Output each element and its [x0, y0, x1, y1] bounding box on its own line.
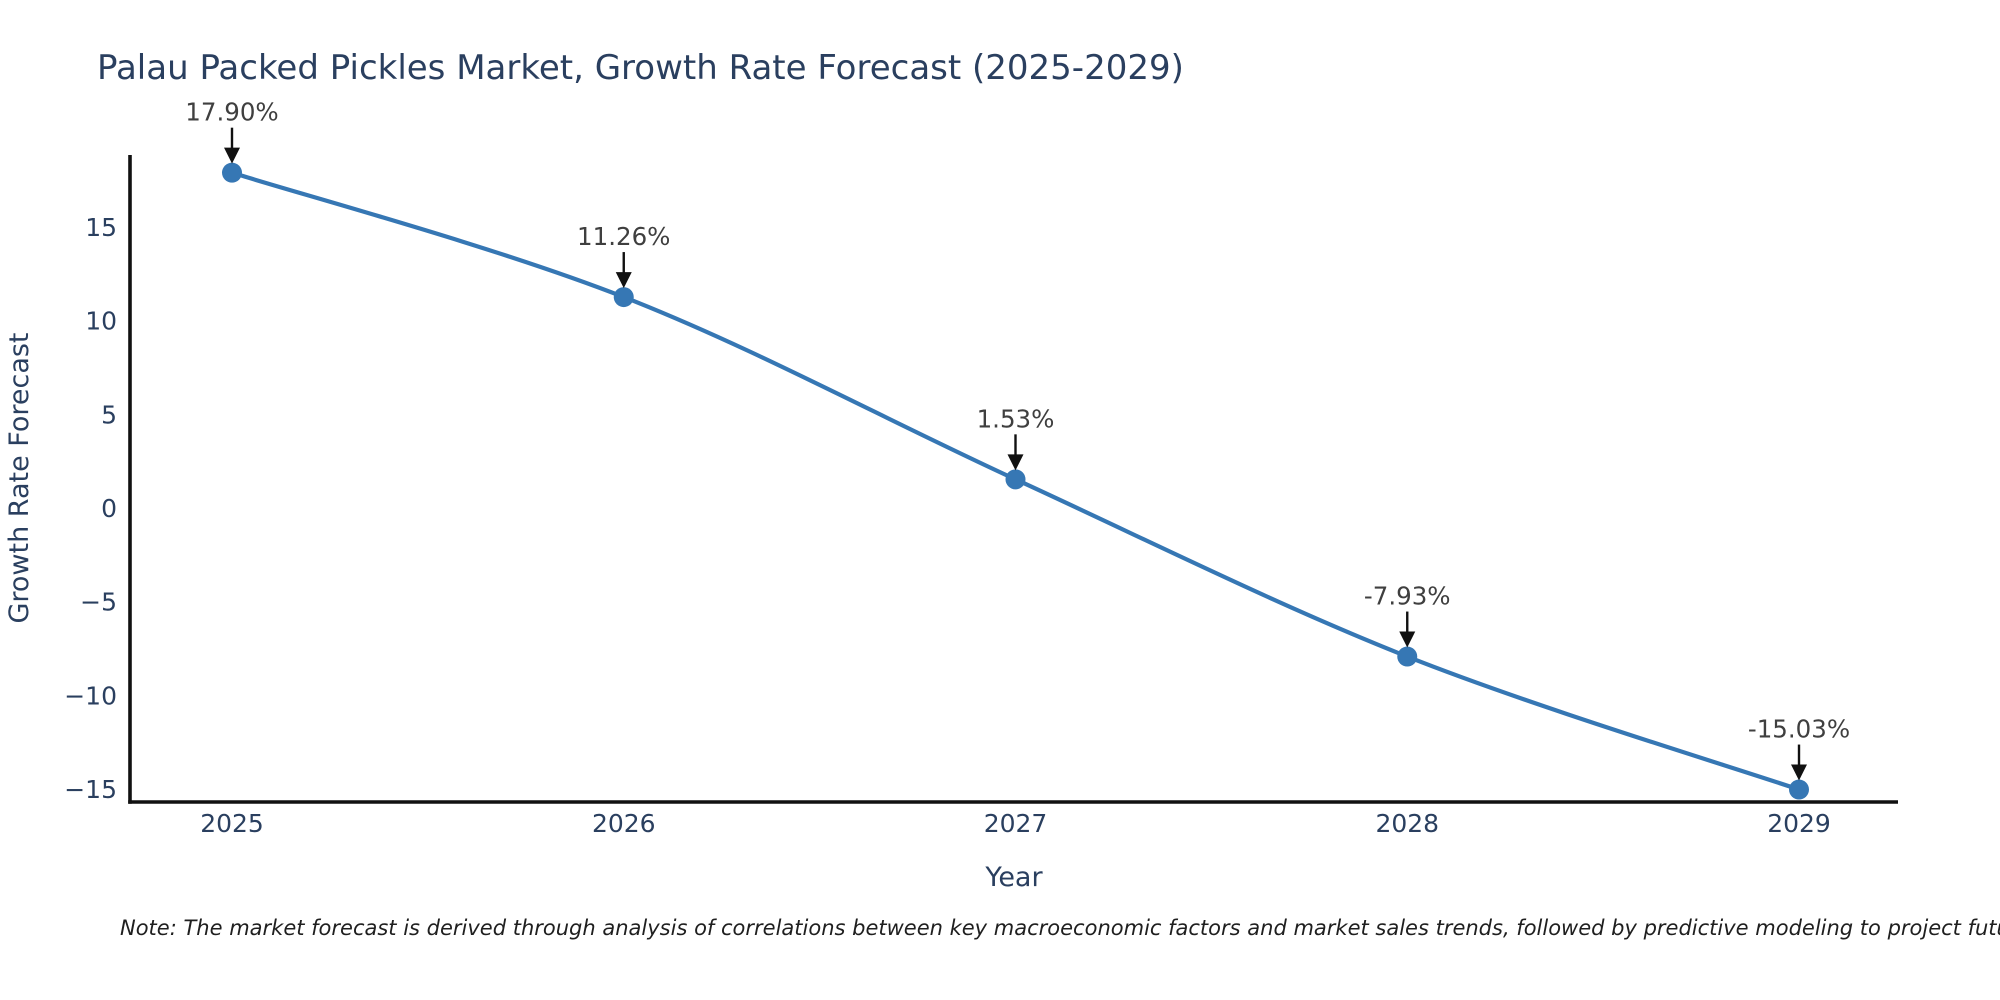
- annotation-arrow-head: [1007, 454, 1024, 471]
- annotation-arrow-head: [224, 147, 240, 164]
- x-tick-label: 2029: [1767, 809, 1831, 838]
- x-tick-label: 2026: [592, 809, 656, 838]
- y-tick-label: −15: [64, 775, 117, 804]
- x-tick-label: 2027: [984, 809, 1048, 838]
- data-point: [613, 287, 634, 308]
- x-tick-label: 2025: [200, 809, 264, 838]
- y-tick-label: 10: [85, 307, 117, 336]
- data-point-label: 17.90%: [185, 98, 278, 127]
- y-tick-label: −10: [64, 681, 117, 710]
- data-point: [222, 162, 242, 183]
- data-point: [1789, 779, 1809, 800]
- data-point-label: 11.26%: [577, 222, 670, 251]
- y-tick-label: 0: [101, 494, 117, 523]
- chart-title: Palau Packed Pickles Market, Growth Rate…: [97, 48, 1184, 88]
- x-tick-label: 2028: [1375, 809, 1439, 838]
- annotation-arrow-head: [1791, 764, 1807, 781]
- y-tick-label: 15: [85, 213, 117, 242]
- y-tick-label: −5: [80, 588, 117, 617]
- y-tick-label: 5: [101, 400, 117, 429]
- footnote: Note: The market forecast is derived thr…: [120, 916, 2000, 940]
- x-axis-title: Year: [984, 862, 1043, 893]
- data-point: [1397, 646, 1418, 667]
- y-axis-title: Growth Rate Forecast: [4, 332, 35, 623]
- data-point: [1005, 469, 1026, 490]
- annotation-arrow-head: [615, 272, 632, 289]
- data-point-label: -15.03%: [1748, 715, 1850, 744]
- data-point-label: -7.93%: [1364, 582, 1451, 611]
- data-point-label: 1.53%: [977, 404, 1055, 433]
- annotation-arrow-head: [1399, 631, 1416, 648]
